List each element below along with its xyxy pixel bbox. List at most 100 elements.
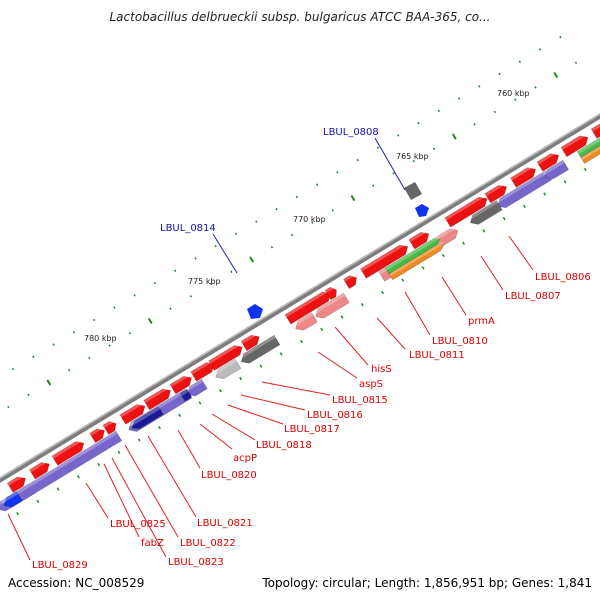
- cds-forward-13[interactable]: [343, 275, 357, 290]
- cds-forward-19[interactable]: [536, 153, 560, 172]
- blue-marker-0808[interactable]: [415, 204, 429, 217]
- cds-forward-21[interactable]: [590, 122, 600, 139]
- cds-LBUL_0807[interactable]: [469, 200, 503, 225]
- gene-label-LBUL_0829[interactable]: LBUL_0829: [32, 560, 88, 571]
- scale-tick: [356, 158, 359, 162]
- cds-orange-0[interactable]: [388, 244, 445, 281]
- cds-LBUL_0829[interactable]: [3, 491, 23, 508]
- scale-tick: [230, 270, 233, 274]
- scale-tick: [437, 109, 440, 113]
- cds-forward-12[interactable]: [324, 286, 337, 301]
- scale-tick: [88, 356, 91, 360]
- cds-acpP[interactable]: [179, 388, 193, 402]
- scale-tick: [32, 355, 35, 359]
- scale-tick: [350, 194, 356, 202]
- backbone-highlight: [0, 113, 600, 479]
- scale-tick: [300, 339, 303, 344]
- scale-tick: [295, 195, 299, 199]
- blue-marker-0814[interactable]: [247, 304, 263, 319]
- cds-forward-0[interactable]: [6, 476, 26, 493]
- gene-label-LBUL_0820[interactable]: LBUL_0820: [201, 470, 257, 481]
- gene-label-LBUL_0825[interactable]: LBUL_0825: [110, 519, 166, 530]
- scale-tick: [249, 256, 255, 263]
- scale-tick: [97, 462, 101, 467]
- cds-forward-14[interactable]: [360, 244, 409, 279]
- gene-label-hisS[interactable]: hisS: [371, 364, 392, 375]
- cds-forward-1[interactable]: [29, 462, 50, 480]
- gene-label-acpP[interactable]: acpP: [233, 453, 257, 464]
- scale-tick: [194, 257, 197, 260]
- gene-label-LBUL_0818[interactable]: LBUL_0818: [256, 440, 312, 451]
- gene-label-prmA[interactable]: prmA: [468, 316, 495, 327]
- gene-label-LBUL_0811[interactable]: LBUL_0811: [409, 350, 465, 361]
- cds-forward-8-shade: [190, 359, 213, 375]
- gene-label-LBUL_0817[interactable]: LBUL_0817: [284, 424, 340, 435]
- cds-fabZ[interactable]: [131, 406, 164, 430]
- gene-label-LBUL_0810[interactable]: LBUL_0810: [432, 336, 488, 347]
- gene-label-LBUL_0821[interactable]: LBUL_0821: [197, 518, 253, 529]
- scale-tick: [381, 290, 384, 295]
- cds-forward-15[interactable]: [408, 231, 430, 250]
- cds-forward-16[interactable]: [444, 196, 488, 228]
- cds-LBUL_0808[interactable]: [404, 182, 422, 200]
- scale-ticks: [7, 35, 587, 516]
- gene-label-aspS[interactable]: aspS: [359, 379, 383, 390]
- cds-forward-17[interactable]: [484, 184, 507, 204]
- scale-tick: [218, 389, 222, 393]
- cds-forward-13-shade: [343, 273, 356, 282]
- cds-green-1[interactable]: [576, 137, 600, 158]
- scale-tick: [534, 86, 537, 89]
- scale-tick: [198, 401, 202, 405]
- cds-forward-4[interactable]: [102, 421, 117, 435]
- cds-forward-2[interactable]: [51, 441, 85, 466]
- cds-reverse-3[interactable]: [186, 378, 208, 397]
- scale-tick: [518, 60, 522, 63]
- cds-forward-21-shade: [591, 123, 600, 132]
- gene-label-LBUL_0806[interactable]: LBUL_0806: [535, 272, 591, 283]
- cds-LBUL_0816[interactable]: [215, 358, 242, 380]
- scale-tick: [67, 368, 71, 372]
- cds-hisS-b[interactable]: [315, 292, 350, 319]
- cds-reverse-4-shade: [494, 170, 548, 205]
- cds-orange-1[interactable]: [580, 143, 600, 164]
- gene-label-LBUL_0814[interactable]: LBUL_0814: [160, 223, 216, 234]
- scale-tick: [563, 180, 567, 184]
- scale-tick: [92, 318, 96, 322]
- gene-label-LBUL_0822[interactable]: LBUL_0822: [180, 538, 236, 549]
- cds-LBUL_0815-shade: [238, 335, 276, 360]
- cds-LBUL_0815[interactable]: [240, 334, 281, 364]
- cds-reverse-5[interactable]: [544, 159, 570, 180]
- gene-label-LBUL_0807[interactable]: LBUL_0807: [505, 291, 561, 302]
- scale-tick: [417, 121, 420, 125]
- cds-forward-1-shade: [29, 459, 49, 473]
- cds-forward-9[interactable]: [208, 345, 243, 371]
- cds-forward-7[interactable]: [169, 375, 192, 395]
- scale-tick: [559, 35, 562, 39]
- cds-forward-20[interactable]: [560, 135, 589, 158]
- blue-callout-lines: [212, 137, 406, 274]
- callout-lines: [7, 235, 534, 561]
- gene-label-LBUL_0823[interactable]: LBUL_0823: [168, 557, 224, 568]
- cds-forward-3[interactable]: [89, 428, 105, 444]
- cds-acpP-shade: [180, 389, 189, 396]
- gene-label-LBUL_0816[interactable]: LBUL_0816: [307, 410, 363, 421]
- cds-forward-5[interactable]: [119, 404, 146, 425]
- cds-reverse-1[interactable]: [15, 430, 123, 501]
- scale-tick: [331, 209, 334, 212]
- scale-tick: [543, 192, 547, 196]
- cds-forward-10[interactable]: [240, 334, 260, 352]
- scale-tick: [421, 266, 425, 270]
- cds-forward-6[interactable]: [143, 388, 171, 411]
- gene-label-LBUL_0815[interactable]: LBUL_0815: [332, 395, 388, 406]
- cds-aspS[interactable]: [295, 312, 318, 331]
- cds-LBUL_0829-shade: [1, 491, 19, 504]
- cds-forward-3-shade: [89, 425, 104, 436]
- gene-label-fabZ[interactable]: fabZ: [141, 538, 164, 549]
- cds-forward-18[interactable]: [510, 167, 536, 188]
- cds-forward-18-shade: [510, 164, 535, 181]
- scale-tick: [432, 147, 436, 151]
- cds-green-0[interactable]: [384, 238, 441, 275]
- gene-label-LBUL_0808[interactable]: LBUL_0808: [323, 127, 379, 138]
